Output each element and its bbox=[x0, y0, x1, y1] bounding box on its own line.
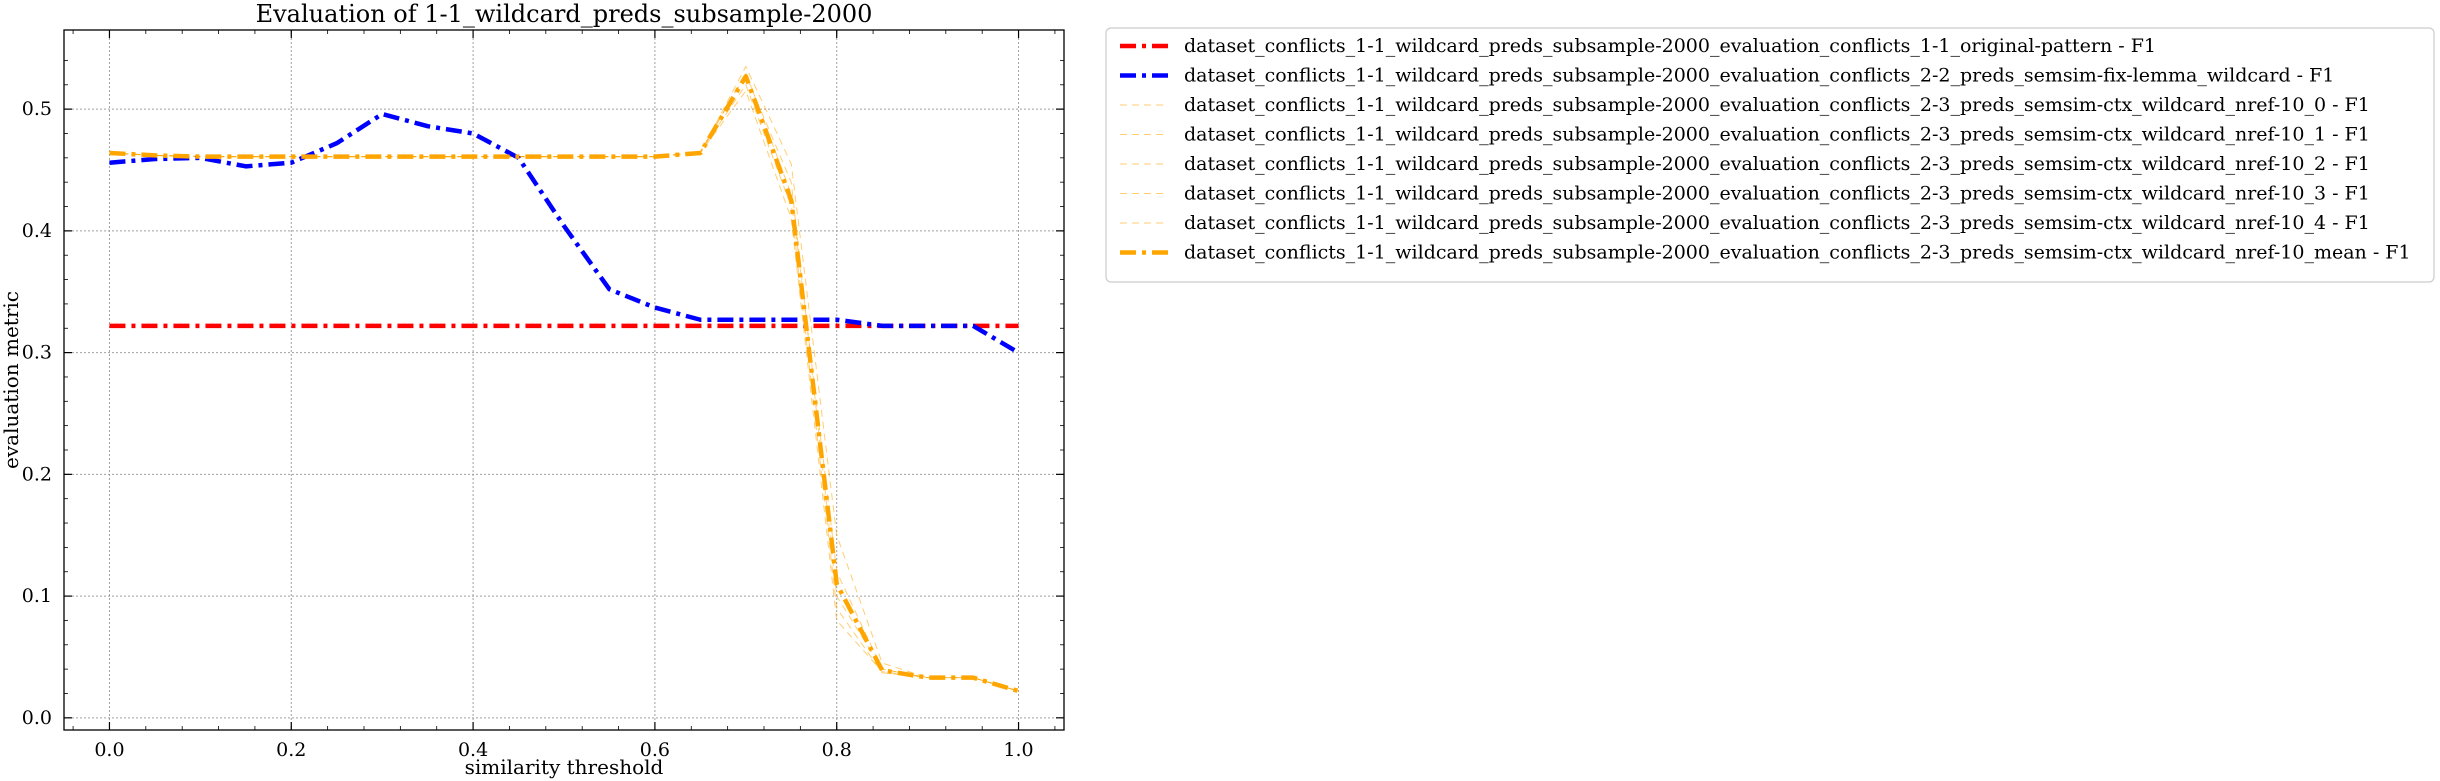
y-tick-label: 0.4 bbox=[22, 220, 52, 242]
x-tick-label: 0.8 bbox=[822, 739, 852, 761]
y-tick-label: 0.2 bbox=[22, 463, 52, 485]
chart-title: Evaluation of 1-1_wildcard_preds_subsamp… bbox=[256, 0, 873, 28]
series-line bbox=[109, 74, 1020, 694]
y-tick-label: 0.0 bbox=[22, 707, 52, 729]
x-tick-label: 0.6 bbox=[640, 739, 670, 761]
series-line bbox=[109, 111, 1020, 355]
x-tick-label: 0.0 bbox=[94, 739, 124, 761]
series-line bbox=[109, 90, 1019, 692]
y-axis-label: evaluation metric bbox=[0, 291, 23, 469]
y-tick-label: 0.5 bbox=[22, 98, 52, 120]
x-tick-label: 0.2 bbox=[276, 739, 306, 761]
legend-label: dataset_conflicts_1-1_wildcard_preds_sub… bbox=[1184, 35, 2156, 57]
legend-label: dataset_conflicts_1-1_wildcard_preds_sub… bbox=[1184, 94, 2370, 116]
x-axis-label: similarity threshold bbox=[465, 755, 664, 779]
legend-label: dataset_conflicts_1-1_wildcard_preds_sub… bbox=[1184, 153, 2370, 175]
x-tick-label: 0.4 bbox=[458, 739, 488, 761]
legend-label: dataset_conflicts_1-1_wildcard_preds_sub… bbox=[1184, 124, 2370, 146]
grid bbox=[64, 30, 1064, 730]
series-line bbox=[109, 66, 1019, 692]
plot-frame bbox=[63, 29, 1065, 731]
x-tick-label: 1.0 bbox=[1003, 739, 1033, 761]
series-line bbox=[109, 72, 1019, 692]
legend-box bbox=[1105, 27, 2435, 283]
legend-label: dataset_conflicts_1-1_wildcard_preds_sub… bbox=[1184, 212, 2370, 234]
legend: dataset_conflicts_1-1_wildcard_preds_sub… bbox=[1105, 27, 2435, 283]
axis-ticks: 0.0 0.2 0.4 0.6 0.8 1.0 0.0 0.1 0.2 0.3 0.4 0.5 bbox=[22, 30, 1064, 761]
series-group bbox=[109, 66, 1020, 694]
legend-label: dataset_conflicts_1-1_wildcard_preds_sub… bbox=[1184, 183, 2370, 205]
legend-label: dataset_conflicts_1-1_wildcard_preds_sub… bbox=[1184, 65, 2334, 87]
y-tick-label: 0.1 bbox=[22, 585, 52, 607]
y-tick-label: 0.3 bbox=[22, 342, 52, 364]
legend-label: dataset_conflicts_1-1_wildcard_preds_sub… bbox=[1184, 242, 2411, 264]
